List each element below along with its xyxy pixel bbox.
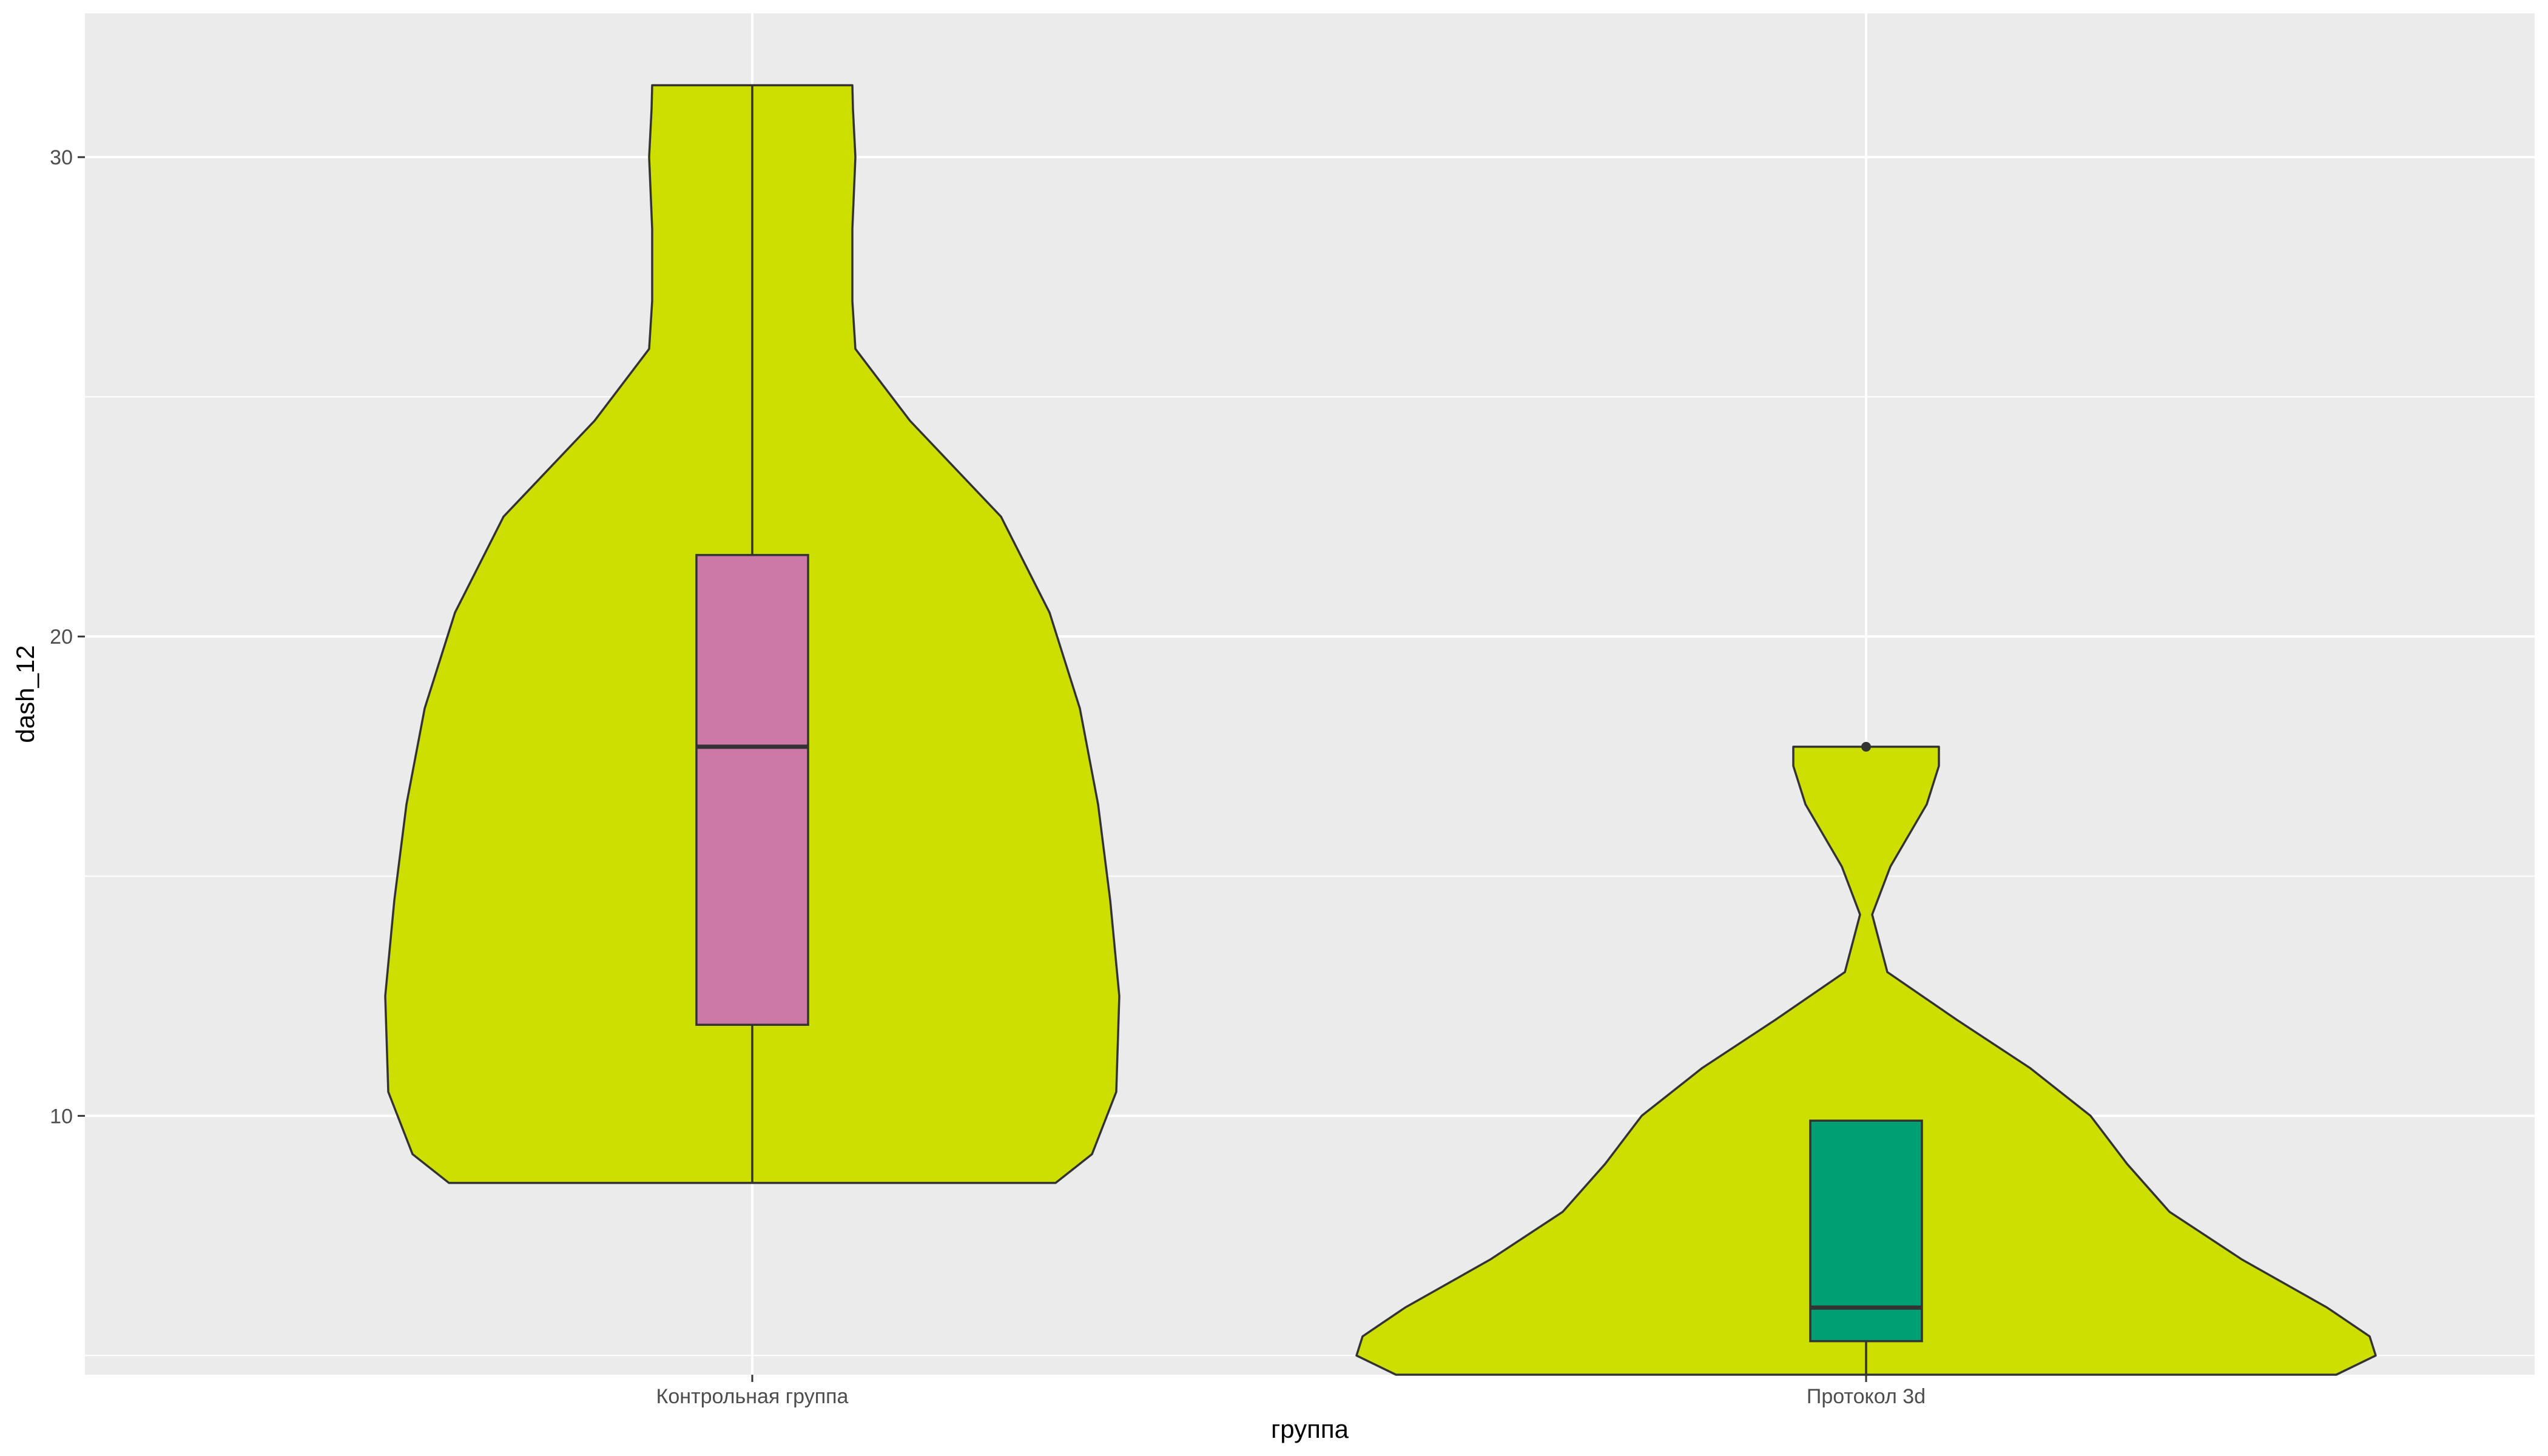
x-tick-label: Контрольная группа bbox=[656, 1385, 849, 1408]
outlier-point bbox=[1861, 741, 1871, 752]
x-axis-title: группа bbox=[1271, 1415, 1349, 1443]
axes: 10 20 30 Контрольная группа Протокол 3d bbox=[50, 146, 1926, 1408]
y-axis-title: dash_12 bbox=[11, 645, 39, 743]
y-tick-label: 20 bbox=[50, 625, 73, 649]
boxplots bbox=[695, 85, 1923, 1375]
violin-shape bbox=[1355, 746, 2377, 1376]
x-tick-label: Протокол 3d bbox=[1807, 1385, 1926, 1408]
y-tick-label: 10 bbox=[50, 1105, 73, 1128]
box-iqr bbox=[1809, 1119, 1923, 1343]
y-tick-label: 30 bbox=[50, 146, 73, 169]
box-iqr bbox=[695, 554, 809, 1026]
